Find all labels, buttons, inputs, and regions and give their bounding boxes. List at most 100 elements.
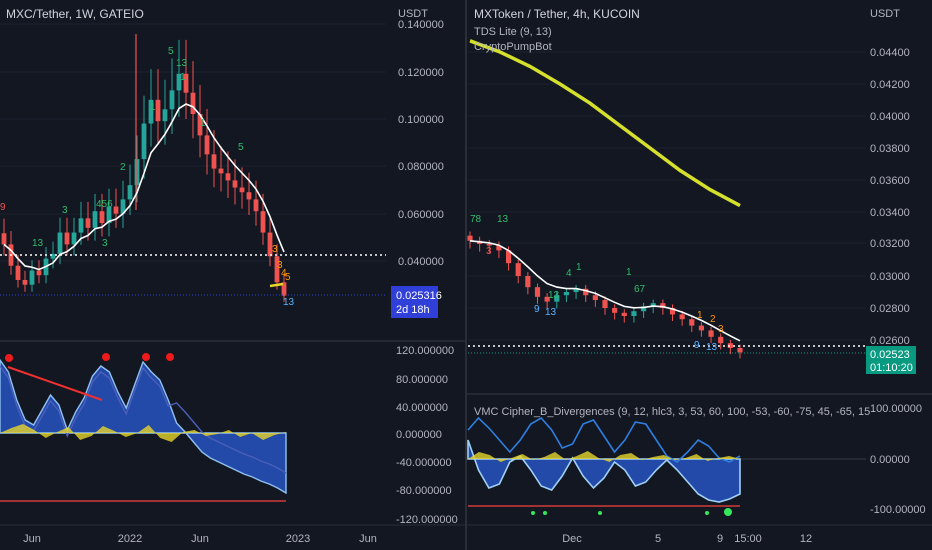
candle-body xyxy=(592,295,598,300)
candle-body xyxy=(162,109,168,122)
candle-body xyxy=(106,206,112,224)
right-price-tick: 0.03800 xyxy=(870,143,910,155)
candle-body xyxy=(50,253,56,259)
left-osc-tick: -40.000000 xyxy=(396,457,452,469)
right-time-label: 9 xyxy=(717,533,723,545)
tds-label: 1 xyxy=(626,267,632,278)
right-countdown: 01:10:20 xyxy=(870,362,913,374)
right-last-price: 0.02523 xyxy=(870,349,910,361)
tds-label: 3 xyxy=(277,260,283,271)
signal-dot xyxy=(705,511,709,515)
candle-body xyxy=(155,99,161,122)
tds-label: 3 xyxy=(486,246,492,257)
candle-body xyxy=(85,218,91,228)
candle-body xyxy=(99,211,105,224)
candle-body xyxy=(650,303,656,307)
left-chart-title: MXC/Tether, 1W, GATEIO xyxy=(6,7,144,21)
tds-label: 13 xyxy=(548,290,560,301)
left-yellow-marker xyxy=(269,282,284,288)
right-wave-area xyxy=(467,439,741,503)
candle-body xyxy=(29,270,35,285)
tds-label: 3 xyxy=(102,238,108,249)
signal-dot xyxy=(543,511,547,515)
candle-body xyxy=(225,173,231,181)
signal-dot xyxy=(102,353,110,361)
candle-body xyxy=(727,343,733,348)
left-price-tick: 0.140000 xyxy=(398,19,444,31)
right-price-tick: 0.04000 xyxy=(870,111,910,123)
candle-body xyxy=(640,306,647,312)
candle-body xyxy=(260,211,266,233)
left-time-label: Jun xyxy=(191,533,209,545)
tds-label: 1 xyxy=(200,118,206,129)
tds-label: 1 xyxy=(180,72,186,83)
candle-body xyxy=(1,233,7,245)
signal-dot xyxy=(5,354,13,362)
left-time-axis: Jun 2022 Jun 2023 Jun xyxy=(23,533,377,545)
tds-label: 1 xyxy=(150,102,156,113)
left-last-price: 0.025316 xyxy=(396,290,442,302)
candle-body xyxy=(563,292,570,296)
left-candles xyxy=(1,34,287,302)
left-oscillator-pane[interactable]: 120.000000 80.000000 40.000000 0.000000 -40.… xyxy=(0,345,458,526)
candle-body xyxy=(669,308,676,315)
left-time-label: 2022 xyxy=(118,533,142,545)
candle-body xyxy=(496,245,502,251)
candle-body xyxy=(631,311,637,316)
tds-label: 4 xyxy=(566,268,572,279)
candle-body xyxy=(621,312,627,316)
tds-label: 78 xyxy=(470,214,482,225)
candle-body xyxy=(218,168,224,174)
left-moving-average xyxy=(3,103,285,271)
right-price-tick: 0.04200 xyxy=(870,79,910,91)
candle-body xyxy=(190,92,196,115)
right-unit-label: USDT xyxy=(870,8,900,20)
right-osc-tick: -100.00000 xyxy=(870,504,926,516)
candle-body xyxy=(573,288,579,292)
signal-dot xyxy=(598,511,602,515)
candle-body xyxy=(92,211,98,228)
left-price-tick: 0.080000 xyxy=(398,161,444,173)
right-time-label: 12 xyxy=(800,533,812,545)
candle-body xyxy=(698,325,705,331)
right-oscillator-pane[interactable]: VMC Cipher_B_Divergences (9, 12, hlc3, 3… xyxy=(467,403,926,516)
candle-body xyxy=(708,330,714,337)
right-osc-tick: 0.00000 xyxy=(870,454,910,466)
right-price-tick: 0.03600 xyxy=(870,175,910,187)
tds-label: 3 xyxy=(62,205,68,216)
candle-body xyxy=(246,192,252,200)
left-wave-area xyxy=(0,358,287,495)
candle-body xyxy=(239,187,245,193)
candle-body xyxy=(176,73,182,91)
tds-label: 456 xyxy=(96,199,113,210)
tds-label: 13 xyxy=(706,342,718,353)
candle-body xyxy=(169,90,175,110)
right-time-label: Dec xyxy=(562,533,582,545)
signal-dot xyxy=(166,353,174,361)
candle-body xyxy=(534,287,541,297)
right-price-tick: 0.04400 xyxy=(870,47,910,59)
right-signal-dots xyxy=(531,508,732,516)
candle-body xyxy=(127,185,133,200)
candle-body xyxy=(113,206,119,214)
tds-label: 1 xyxy=(697,310,703,321)
candle-body xyxy=(183,73,189,93)
tds-label: 5 xyxy=(238,142,244,153)
candle-body xyxy=(57,232,63,254)
tds-label: 9 xyxy=(534,304,540,315)
candle-body xyxy=(583,288,589,296)
candle-body xyxy=(544,296,550,302)
candle-body xyxy=(78,218,84,233)
tds-label: 1 xyxy=(576,262,582,273)
right-price-tick: 0.03200 xyxy=(870,238,910,250)
tds-label: 3 xyxy=(272,244,278,255)
tds-label: 9 xyxy=(694,340,700,351)
left-time-label: 2023 xyxy=(286,533,310,545)
left-signal-dots xyxy=(5,353,174,362)
candle-body xyxy=(204,135,210,155)
left-osc-tick: 0.000000 xyxy=(396,429,442,441)
candle-body xyxy=(515,263,521,276)
right-time-axis: Dec 5 9 15:00 12 xyxy=(562,533,812,545)
